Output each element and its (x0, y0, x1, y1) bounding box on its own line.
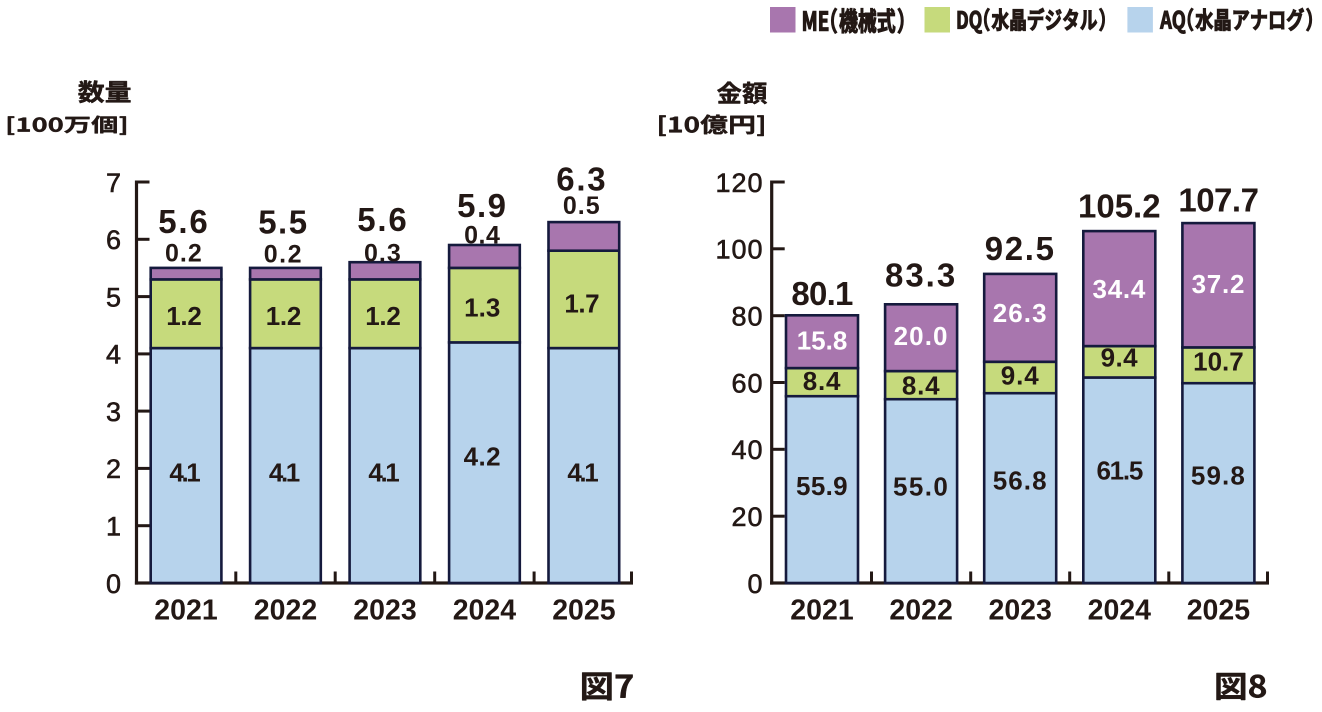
svg-text:26.3: 26.3 (993, 298, 1048, 328)
svg-text:107.7: 107.7 (1178, 182, 1258, 219)
svg-text:4.2: 4.2 (464, 442, 501, 472)
svg-text:1.2: 1.2 (166, 301, 201, 331)
svg-text:0.3: 0.3 (364, 240, 402, 268)
svg-text:6.3: 6.3 (556, 160, 607, 197)
svg-text:4.1: 4.1 (169, 457, 200, 487)
svg-text:4.1: 4.1 (567, 457, 598, 487)
svg-text:15.8: 15.8 (797, 325, 848, 355)
svg-text:4.1: 4.1 (368, 457, 399, 487)
svg-text:34.4: 34.4 (1092, 274, 1146, 304)
svg-text:0.5: 0.5 (563, 192, 601, 220)
svg-text:2: 2 (106, 454, 122, 484)
svg-text:40: 40 (731, 435, 763, 465)
svg-text:5.5: 5.5 (258, 204, 308, 241)
svg-text:2025: 2025 (1187, 595, 1251, 627)
svg-text:61.5: 61.5 (1096, 456, 1142, 486)
svg-text:105.2: 105.2 (1078, 187, 1161, 224)
svg-text:2023: 2023 (988, 595, 1051, 627)
svg-text:3: 3 (106, 397, 122, 427)
svg-text:2025: 2025 (552, 595, 616, 627)
svg-text:2024: 2024 (453, 595, 517, 627)
svg-text:20: 20 (731, 502, 763, 532)
svg-text:5.6: 5.6 (158, 203, 209, 240)
svg-text:55.0: 55.0 (893, 471, 949, 501)
svg-text:5: 5 (106, 282, 122, 312)
svg-text:2024: 2024 (1088, 595, 1152, 627)
svg-text:6: 6 (106, 225, 122, 255)
svg-text:60: 60 (731, 368, 763, 398)
svg-text:59.8: 59.8 (1191, 461, 1246, 491)
svg-text:0.4: 0.4 (464, 221, 500, 249)
svg-text:9.4: 9.4 (1101, 343, 1139, 373)
svg-text:120: 120 (715, 168, 763, 198)
svg-text:4: 4 (106, 340, 122, 370)
svg-text:0: 0 (106, 569, 122, 599)
svg-text:0: 0 (747, 569, 763, 599)
svg-text:80.1: 80.1 (791, 275, 853, 312)
svg-text:1.3: 1.3 (464, 293, 500, 323)
svg-text:83.3: 83.3 (885, 256, 957, 293)
svg-text:0.2: 0.2 (264, 241, 303, 269)
svg-text:2021: 2021 (790, 595, 854, 627)
svg-text:2022: 2022 (254, 595, 317, 627)
svg-text:56.8: 56.8 (993, 466, 1048, 496)
svg-text:8.4: 8.4 (902, 370, 941, 400)
svg-text:1.2: 1.2 (266, 301, 301, 331)
svg-text:4.1: 4.1 (269, 457, 300, 487)
svg-text:55.9: 55.9 (796, 471, 848, 501)
svg-text:0.2: 0.2 (165, 240, 203, 268)
svg-text:1: 1 (106, 512, 122, 542)
svg-text:1.7: 1.7 (564, 289, 599, 319)
svg-text:80: 80 (731, 302, 763, 332)
svg-text:100: 100 (715, 235, 763, 265)
svg-text:1.2: 1.2 (365, 301, 400, 331)
svg-text:2022: 2022 (889, 595, 952, 627)
svg-text:2021: 2021 (154, 595, 218, 627)
svg-text:20.0: 20.0 (894, 321, 949, 351)
svg-text:5.6: 5.6 (357, 201, 408, 238)
svg-text:8.4: 8.4 (803, 366, 842, 396)
svg-text:9.4: 9.4 (1001, 360, 1040, 390)
svg-text:5.9: 5.9 (457, 187, 507, 224)
svg-text:37.2: 37.2 (1192, 269, 1246, 299)
svg-text:2023: 2023 (353, 595, 416, 627)
svg-text:10.7: 10.7 (1193, 347, 1244, 377)
svg-text:7: 7 (106, 168, 122, 198)
svg-text:92.5: 92.5 (985, 230, 1056, 267)
